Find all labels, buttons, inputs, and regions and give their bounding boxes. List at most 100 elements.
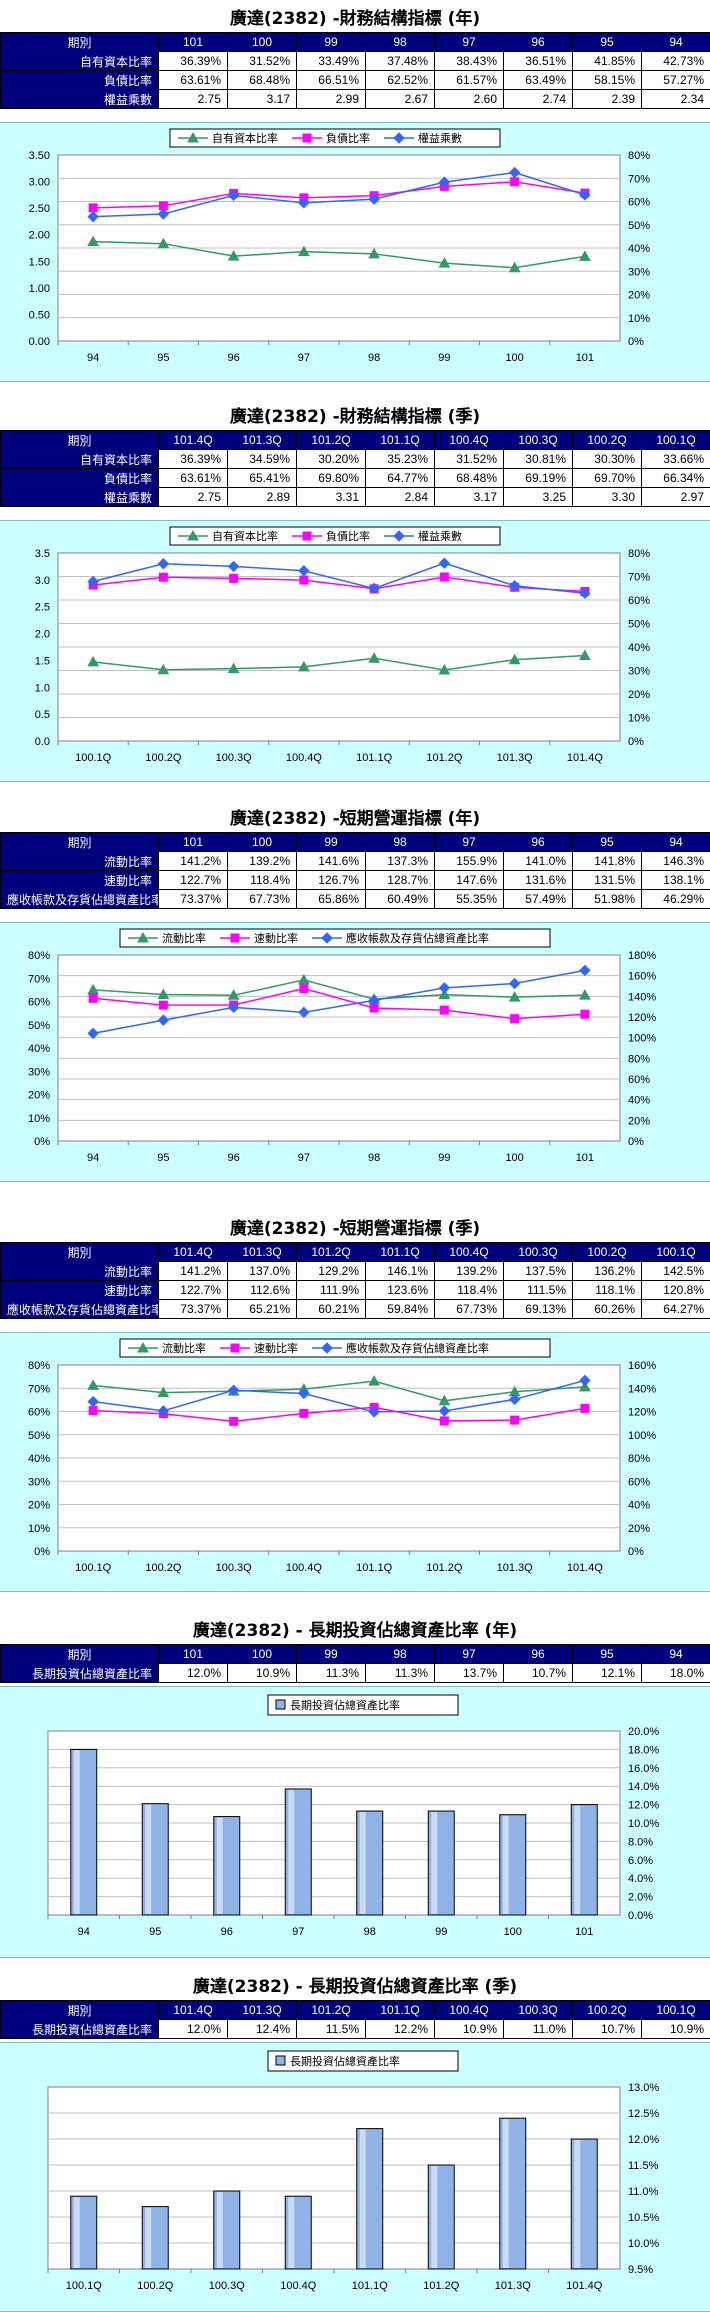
value-cell: 41.85%	[572, 51, 642, 71]
triangle-marker	[579, 250, 591, 261]
row-label: 負債比率	[0, 468, 159, 488]
triangle-marker	[187, 131, 199, 143]
right-axis-tick-label: 10.5%	[628, 2212, 659, 2224]
legend-box	[267, 2050, 459, 2072]
right-axis-tick-label: 100%	[628, 1430, 656, 1442]
period-cell: 101.4Q	[158, 430, 228, 450]
x-tick-label: 97	[298, 352, 310, 364]
right-axis-tick-label: 14.0%	[628, 1781, 659, 1793]
legend-label: 速動比率	[254, 1341, 298, 1355]
period-cell: 95	[572, 1644, 642, 1664]
value-cell: 37.48%	[365, 51, 435, 71]
period-cell: 98	[365, 32, 435, 52]
value-cell: 59.84%	[365, 1299, 435, 1319]
row-label: 自有資本比率	[0, 51, 159, 71]
bar-highlight	[502, 1815, 509, 1914]
right-axis-tick-label: 20.0%	[628, 1726, 659, 1738]
period-cell: 100.1Q	[641, 430, 710, 450]
x-tick-label: 101	[576, 352, 594, 364]
table-header-row: 期別 101.4Q 101.3Q 101.2Q 101.1Q 100.4Q 10…	[0, 1242, 710, 1262]
legend: 長期投資佔總資產比率	[267, 1694, 459, 1716]
x-tick-label: 95	[157, 1152, 169, 1164]
value-cell: 128.7%	[365, 870, 435, 890]
value-cell: 2.97	[641, 487, 710, 507]
triangle-marker	[508, 653, 521, 665]
right-axis-tick-label: 0%	[628, 336, 644, 348]
diamond-marker	[438, 1405, 451, 1417]
right-axis-tick-label: 16.0%	[628, 1763, 659, 1775]
chart-area: 0.0% 2.0% 4.0% 6.0% 8.0% 10.0% 12.0% 14.0% 16.0%…	[0, 1686, 710, 1958]
bar-highlight	[288, 1789, 295, 1914]
left-axis-tick-label: 1.0	[35, 682, 50, 694]
value-cell: 73.37%	[158, 889, 228, 909]
left-axis-tick-label: 0.0	[35, 736, 50, 748]
square-marker	[88, 203, 98, 213]
period-cell: 100.4Q	[434, 2000, 504, 2020]
legend-label: 負債比率	[326, 529, 370, 543]
period-cell: 94	[641, 1644, 710, 1664]
period-cell: 99	[296, 1644, 366, 1664]
x-tick-label: 101.3Q	[497, 752, 534, 764]
triangle-marker	[579, 989, 591, 1000]
left-axis-tick-label: 1.5	[35, 655, 50, 667]
diamond-marker	[508, 166, 521, 179]
square-marker	[302, 133, 312, 143]
header-label: 期別	[0, 32, 159, 52]
square-marker	[510, 1415, 520, 1425]
right-axis-tick-label: 40%	[628, 642, 650, 654]
right-axis-tick-label: 20%	[628, 1523, 650, 1535]
plot-area	[57, 954, 621, 1142]
right-axis-tick-label: 13.0%	[628, 2082, 659, 2094]
x-tick-label: 97	[292, 1926, 304, 1938]
period-cell: 101.2Q	[296, 1242, 366, 1262]
x-tick-label: 101.2Q	[426, 1562, 463, 1574]
value-cell: 147.6%	[434, 870, 504, 890]
value-cell: 142.5%	[641, 1261, 710, 1281]
series-line	[93, 171, 586, 218]
left-axis-tick-label: 1.00	[29, 283, 50, 295]
value-cell: 111.5%	[503, 1280, 573, 1300]
row-label: 速動比率	[0, 1280, 159, 1300]
diamond-marker	[298, 1387, 310, 1400]
right-axis-tick-label: 10%	[628, 713, 650, 725]
square-marker	[230, 933, 240, 943]
right-axis-tick-label: 10%	[628, 313, 650, 325]
diamond-marker	[579, 587, 591, 599]
x-tick-label: 100.4Q	[286, 1562, 323, 1574]
triangle-marker	[368, 652, 380, 663]
right-axis-tick-label: 10.0%	[628, 1818, 659, 1830]
x-tick-label: 100	[505, 1152, 523, 1164]
left-axis-tick-label: 3.50	[29, 150, 50, 162]
square-marker	[580, 1009, 590, 1019]
period-cell: 98	[365, 1644, 435, 1664]
value-cell: 139.2%	[434, 1261, 504, 1281]
period-cell: 98	[365, 832, 435, 852]
period-cell: 101.1Q	[365, 2000, 435, 2020]
value-cell: 146.3%	[641, 851, 710, 871]
data-table: 期別 101.4Q 101.3Q 101.2Q 101.1Q 100.4Q 10…	[0, 1242, 710, 1319]
period-cell: 101.4Q	[158, 2000, 228, 2020]
triangle-marker	[227, 989, 240, 1000]
right-axis-tick-label: 20%	[628, 290, 650, 302]
square-marker	[229, 1416, 239, 1426]
bar-highlight	[73, 2197, 80, 2268]
x-tick-label: 101.1Q	[356, 1562, 393, 1574]
x-tick-label: 99	[438, 352, 450, 364]
left-axis-tick-label: 3.5	[35, 548, 50, 560]
triangle-marker	[137, 1341, 149, 1353]
square-marker	[302, 531, 312, 541]
value-cell: 65.41%	[227, 468, 297, 488]
period-cell: 101.3Q	[227, 430, 297, 450]
value-cell: 131.5%	[572, 870, 642, 890]
legend-label: 權益乘數	[418, 529, 462, 543]
x-tick-label: 98	[364, 1926, 376, 1938]
header-label: 期別	[0, 1644, 159, 1664]
value-cell: 131.6%	[503, 870, 573, 890]
table-row: 應收帳款及存貨佔總資產比率 73.37% 67.73% 65.86% 60.49…	[0, 889, 710, 909]
period-cell: 100.2Q	[572, 430, 642, 450]
value-cell: 12.1%	[572, 1663, 642, 1683]
diamond-marker	[227, 1001, 240, 1014]
diamond-marker	[438, 557, 451, 569]
period-cell: 100.2Q	[572, 2000, 642, 2020]
value-cell: 68.48%	[227, 70, 297, 90]
